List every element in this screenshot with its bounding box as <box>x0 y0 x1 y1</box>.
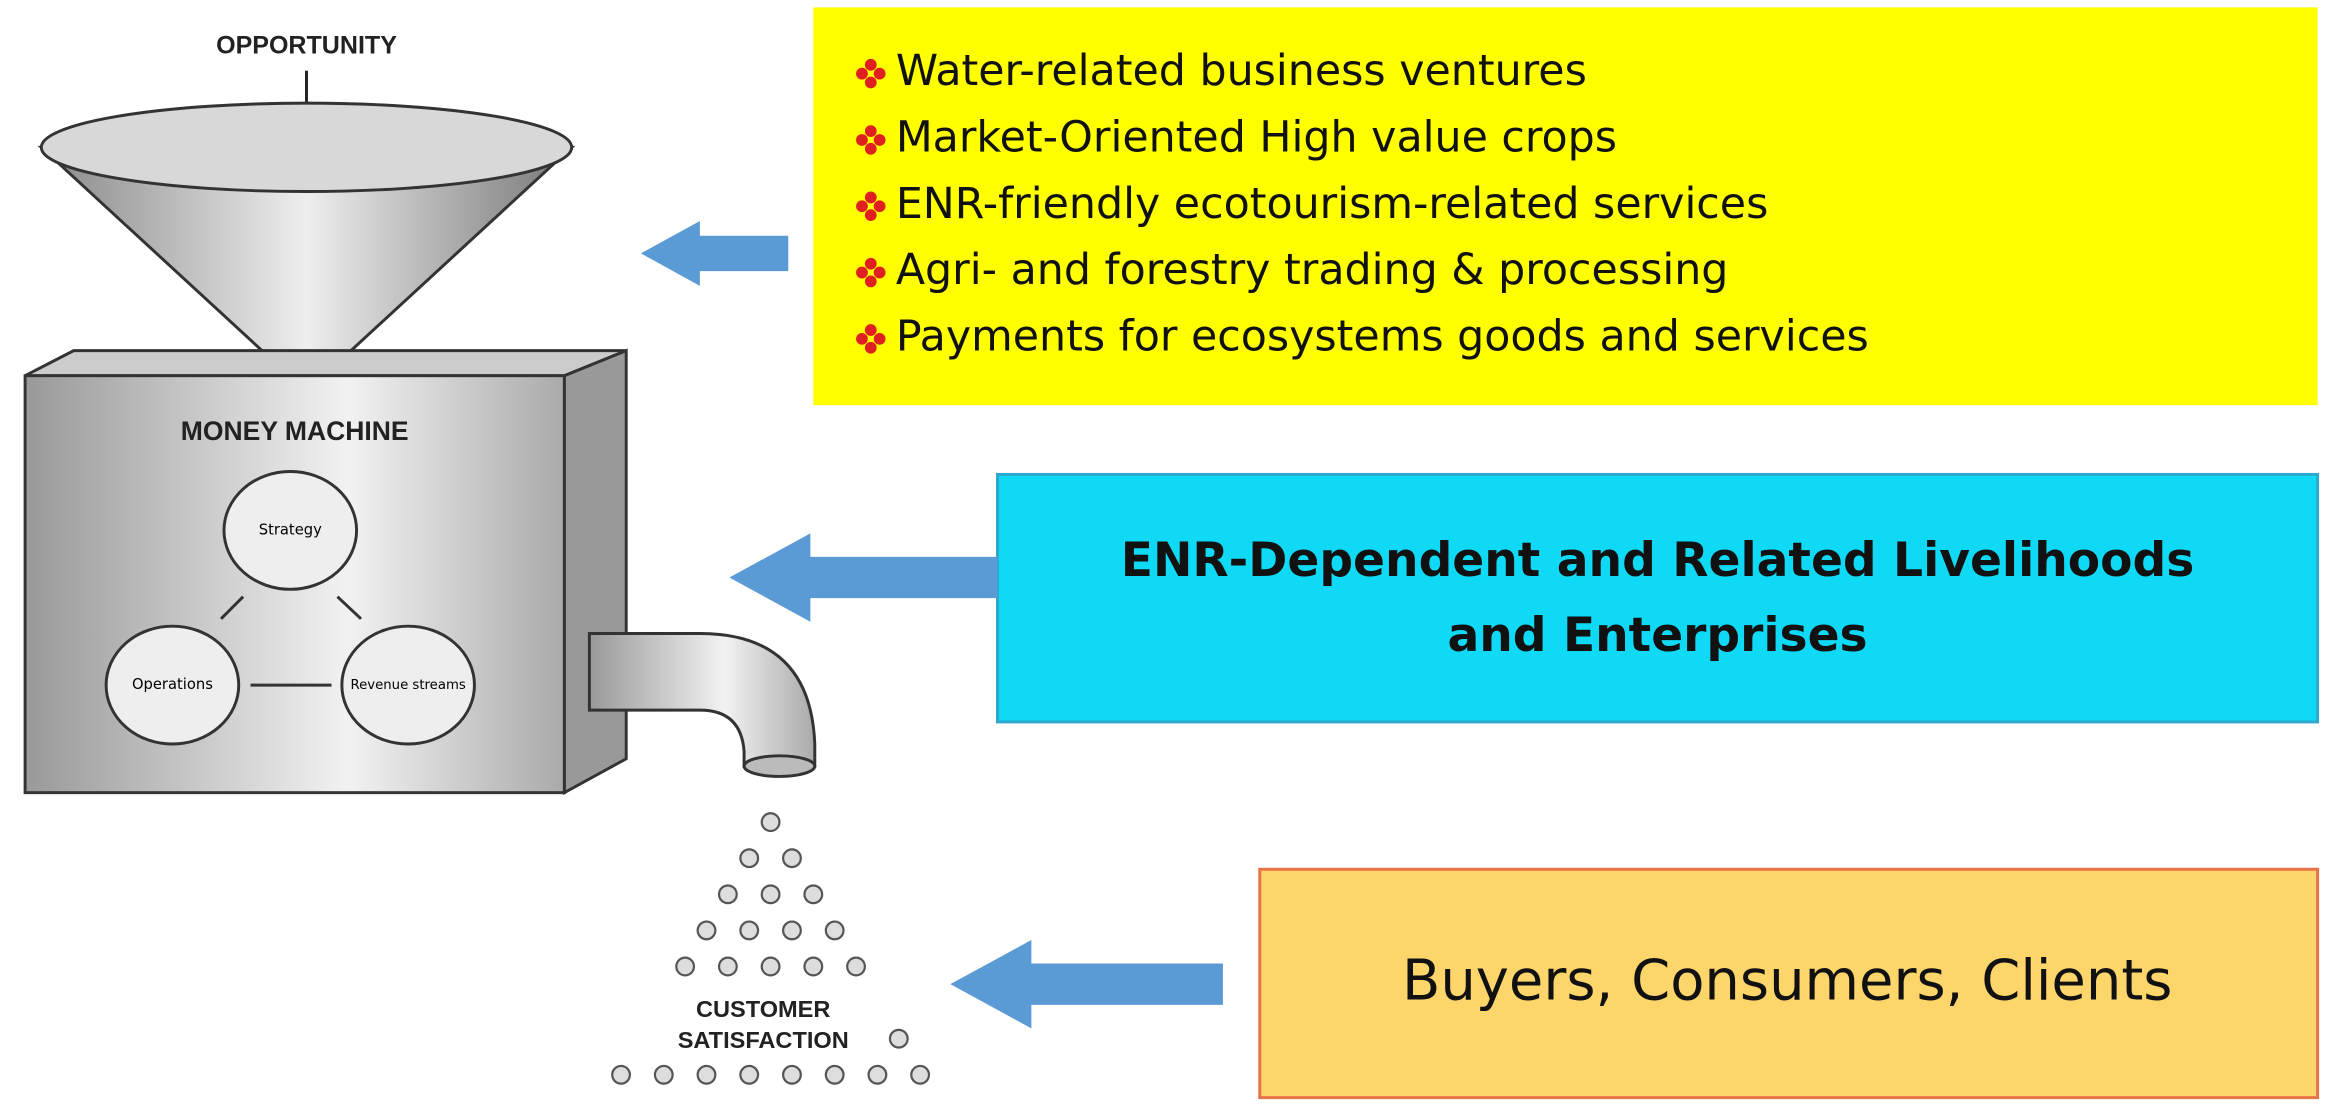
machine-top <box>25 351 626 376</box>
coin <box>740 849 758 867</box>
bullet-dot <box>865 342 877 354</box>
node-label: Strategy <box>259 521 322 538</box>
opportunity-item: Payments for ecosystems goods and servic… <box>896 311 1869 361</box>
diagram: OPPORTUNITY MONEY MACHINE Strategy Opera… <box>0 0 2325 1105</box>
coin <box>740 1066 758 1084</box>
bullet-dot <box>865 143 877 155</box>
coin <box>783 1066 801 1084</box>
bullet-dot <box>856 333 868 345</box>
funnel-label: OPPORTUNITY <box>216 32 397 60</box>
node-label: Revenue streams <box>351 678 466 693</box>
coin <box>719 958 737 976</box>
bullet-dot <box>874 267 886 279</box>
funnel-top <box>41 103 571 191</box>
bullet-dot <box>865 324 877 336</box>
coin <box>762 958 780 976</box>
pipe-end <box>744 756 815 777</box>
opportunity-item: Agri- and forestry trading & processing <box>896 245 1729 295</box>
bullet-dot <box>865 77 877 89</box>
coin <box>783 849 801 867</box>
coin <box>698 922 716 940</box>
coin <box>826 1066 844 1084</box>
coin <box>612 1066 630 1084</box>
bullet-dot <box>874 200 886 212</box>
bullet-dot <box>865 209 877 221</box>
bullet-dot <box>865 276 877 288</box>
coin <box>804 885 822 903</box>
coin <box>740 922 758 940</box>
coin <box>869 1066 887 1084</box>
coin <box>655 1066 673 1084</box>
bullet-dot <box>874 134 886 146</box>
arrow <box>641 221 788 286</box>
bullet-dot <box>865 192 877 204</box>
coin <box>762 885 780 903</box>
bullet-dot <box>856 68 868 80</box>
coin <box>911 1066 929 1084</box>
node-label: Operations <box>132 676 213 693</box>
livelihoods-text: ENR-Dependent and Related Livelihoods <box>1121 533 2195 588</box>
coin <box>804 958 822 976</box>
coin <box>847 958 865 976</box>
coin <box>762 813 780 831</box>
opportunity-item: Water-related business ventures <box>896 46 1587 96</box>
livelihoods-box <box>997 474 2317 722</box>
bullet-dot <box>874 333 886 345</box>
bullet-dot <box>856 134 868 146</box>
coin <box>783 922 801 940</box>
arrow <box>729 533 997 621</box>
machine-title: MONEY MACHINE <box>181 416 409 446</box>
output-label: SATISFACTION <box>678 1027 849 1053</box>
bullet-dot <box>865 258 877 270</box>
bullet-dot <box>856 267 868 279</box>
opportunity-item: Market-Oriented High value crops <box>896 112 1617 162</box>
arrow <box>950 940 1223 1028</box>
coin <box>826 922 844 940</box>
coin <box>890 1030 908 1048</box>
coin <box>698 1066 716 1084</box>
coin <box>719 885 737 903</box>
bullet-dot <box>865 59 877 71</box>
bullet-dot <box>856 200 868 212</box>
livelihoods-text: and Enterprises <box>1447 608 1867 663</box>
opportunity-item: ENR-friendly ecotourism-related services <box>896 179 1769 229</box>
bullet-dot <box>874 68 886 80</box>
machine-side <box>564 351 626 793</box>
customers-text: Buyers, Consumers, Clients <box>1402 948 2172 1013</box>
output-label: CUSTOMER <box>696 996 830 1022</box>
bullet-dot <box>865 125 877 137</box>
coin <box>676 958 694 976</box>
